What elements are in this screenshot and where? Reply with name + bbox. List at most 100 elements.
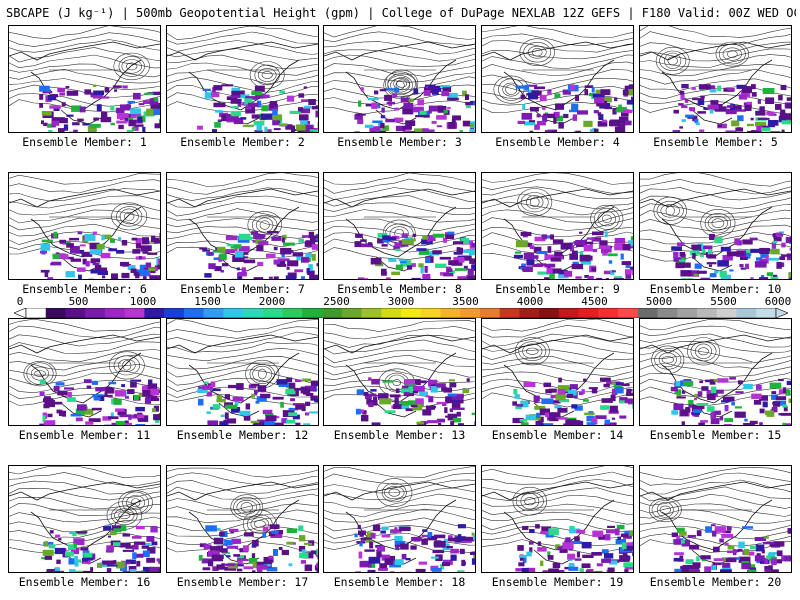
ensemble-map: [9, 26, 160, 132]
colorbar-tick-label: 2500: [323, 295, 350, 308]
ensemble-panel-20: [639, 465, 792, 573]
ensemble-map: [167, 319, 318, 425]
colorbar-tick-label: 3000: [387, 295, 415, 308]
cape-shading: [197, 377, 318, 425]
colorbar-swatch: [756, 308, 777, 318]
colorbar-swatch: [716, 308, 737, 318]
ensemble-member-label: Ensemble Member: 8: [337, 282, 462, 296]
colorbar-swatch: [262, 308, 283, 318]
ensemble-member-label: Ensemble Member: 6: [22, 282, 147, 296]
ensemble-panel-3: [323, 25, 476, 133]
ensemble-panel-6: [8, 172, 161, 280]
cape-shading: [198, 524, 318, 572]
coastline-borders: [324, 188, 475, 272]
sbcape-colorbar: 0 500 1000 1500 2000 2500 3000 3500 4000 4500 5000…: [14, 295, 792, 320]
colorbar-swatch: [420, 308, 441, 318]
ensemble-member-label: Ensemble Member: 15: [649, 428, 782, 442]
ensemble-panel-4: [481, 25, 634, 133]
ensemble-member-label: Ensemble Member: 11: [18, 428, 151, 442]
ensemble-map: [640, 466, 791, 572]
colorbar-labels: 0 500 1000 1500 2000 2500 3000 3500 4000 4500 5000…: [14, 295, 792, 308]
ensemble-panel-8: [323, 172, 476, 280]
ensemble-member-label: Ensemble Member: 1: [22, 135, 147, 149]
ensemble-map: [167, 26, 318, 132]
ensemble-map: [9, 466, 160, 572]
ensemble-member-label: Ensemble Member: 12: [176, 428, 309, 442]
ensemble-member-label: Ensemble Member: 13: [333, 428, 466, 442]
ensemble-map: [9, 319, 160, 425]
ensemble-map: [324, 466, 475, 572]
ensemble-member-label: Ensemble Member: 18: [333, 575, 466, 589]
cape-shading: [41, 524, 160, 572]
cape-shading: [39, 84, 160, 132]
ensemble-panel-11: [8, 318, 161, 426]
ensemble-panel-13: [323, 318, 476, 426]
coastline-borders: [167, 334, 318, 418]
colorbar-swatch: [164, 308, 185, 318]
ensemble-map: [324, 320, 475, 425]
cape-shading: [199, 231, 318, 279]
colorbar-swatch: [637, 308, 658, 318]
ensemble-member-label: Ensemble Member: 3: [337, 135, 462, 149]
ensemble-panel-7: [166, 172, 319, 280]
ensemble-map: [482, 26, 633, 132]
ensemble-map: [640, 173, 791, 279]
colorbar-swatch: [26, 308, 47, 318]
colorbar-tick-label: 500: [68, 295, 89, 308]
colorbar-swatch: [598, 308, 619, 318]
ensemble-map: [482, 173, 633, 279]
colorbar-swatch: [124, 308, 145, 318]
colorbar-swatch: [401, 308, 422, 318]
cape-shading: [354, 231, 475, 279]
colorbar-swatch: [322, 308, 343, 318]
ensemble-member-label: Ensemble Member: 5: [653, 135, 778, 149]
colorbar-tick-label: 2000: [258, 295, 286, 308]
ensemble-map: [640, 26, 791, 132]
ensemble-panel-17: [166, 465, 319, 573]
ensemble-member-label: Ensemble Member: 2: [180, 135, 305, 149]
cape-shading: [355, 377, 475, 425]
colorbar-swatch: [677, 308, 698, 318]
cape-shading: [671, 231, 791, 279]
cape-shading: [670, 377, 791, 425]
colorbar-swatch: [736, 308, 757, 318]
colorbar-swatch: [85, 308, 106, 318]
colorbar-tick-label: 1500: [194, 295, 221, 308]
cape-shading: [515, 84, 633, 132]
cape-shading: [672, 84, 791, 132]
ensemble-panel-5: [639, 25, 792, 133]
colorbar-swatch: [519, 308, 540, 318]
ensemble-member-label: Ensemble Member: 19: [491, 575, 624, 589]
ensemble-map: [482, 466, 633, 572]
height-contours: [9, 319, 160, 406]
colorbar-swatch: [440, 308, 461, 318]
colorbar-swatch: [460, 308, 481, 318]
ensemble-map: [640, 319, 791, 425]
colorbar-swatch: [104, 308, 125, 318]
colorbar-swatch: [499, 308, 520, 318]
colorbar-tick-label: 6000: [764, 295, 792, 308]
colorbar-swatch: [479, 308, 500, 318]
cape-shading: [40, 231, 160, 279]
colorbar-swatch: [45, 308, 66, 318]
colorbar-tick-label: 5000: [645, 295, 673, 308]
cape-shading: [39, 379, 160, 425]
colorbar-swatch: [361, 308, 382, 318]
colorbar-swatch: [558, 308, 579, 318]
colorbar-tick-label: 0: [16, 295, 24, 308]
height-contours: [167, 26, 318, 113]
height-contours: [167, 173, 318, 259]
ensemble-member-label: Ensemble Member: 7: [180, 282, 305, 296]
ensemble-panel-2: [166, 25, 319, 133]
height-contours: [640, 26, 791, 115]
ensemble-panel-1: [8, 25, 161, 133]
ensemble-map: [482, 319, 633, 425]
colorbar-swatch: [65, 308, 86, 318]
ensemble-panel-12: [166, 318, 319, 426]
colorbar-swatch: [657, 308, 678, 318]
ensemble-map: [324, 173, 475, 279]
colorbar-swatch: [243, 308, 264, 318]
colorbar-max-arrow: [775, 308, 788, 318]
height-contours: [482, 466, 633, 556]
ensemble-panel-15: [639, 318, 792, 426]
